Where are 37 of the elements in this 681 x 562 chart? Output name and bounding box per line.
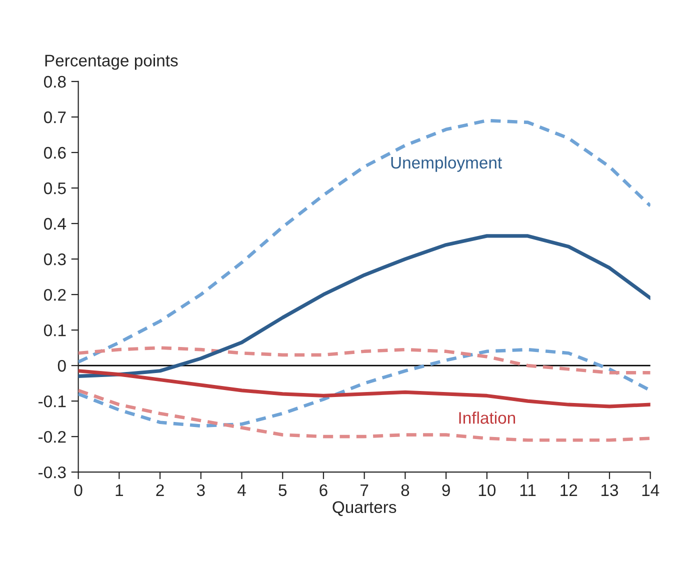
x-tick-label: 14 (642, 484, 660, 496)
x-tick-label: 10 (478, 484, 496, 496)
x-tick-label: 5 (278, 484, 287, 496)
x-tick-label: 3 (196, 484, 205, 496)
y-tick-label: 0.7 (44, 111, 66, 124)
x-tick-label: 11 (520, 484, 536, 496)
line-series (78, 234, 650, 378)
x-tick-label: 13 (602, 484, 618, 496)
y-tick-label: 0.4 (44, 218, 66, 230)
y-tick-label: 0.1 (44, 324, 66, 336)
text: Unemployment (391, 156, 502, 172)
line-series (78, 348, 650, 428)
y-tick-label: 0.3 (44, 253, 66, 266)
y-tick-label: 0.5 (44, 182, 66, 194)
y-tick-label: 0.2 (44, 288, 66, 301)
x-tick-label: 2 (156, 484, 164, 496)
x-tick-label: 12 (560, 484, 578, 496)
x-tick-label: 8 (401, 484, 410, 496)
y-tick-label: -0.2 (38, 430, 66, 443)
x-tick-label: 9 (442, 484, 450, 496)
y-tick-label: 0 (58, 360, 66, 372)
x-tick-label: 4 (238, 484, 246, 496)
x-tick-label: 7 (360, 484, 368, 496)
x-axis-title: Quarters (332, 501, 396, 516)
line-series (78, 388, 650, 442)
line-series (78, 118, 650, 364)
line-series (78, 369, 650, 408)
x-tick-label: 0 (74, 484, 82, 496)
series-label: Inflation (459, 412, 516, 424)
x-tick-label: 1 (116, 484, 123, 496)
y-tick-label: 0.6 (44, 146, 66, 159)
y-axis-title: Percentage points (45, 54, 178, 70)
y-tick-label: 0.8 (44, 76, 66, 88)
y-tick-label: -0.1 (38, 395, 66, 408)
x-tick-label: 6 (320, 484, 328, 496)
y-tick-label: -0.3 (38, 466, 66, 478)
line-series (78, 346, 650, 374)
